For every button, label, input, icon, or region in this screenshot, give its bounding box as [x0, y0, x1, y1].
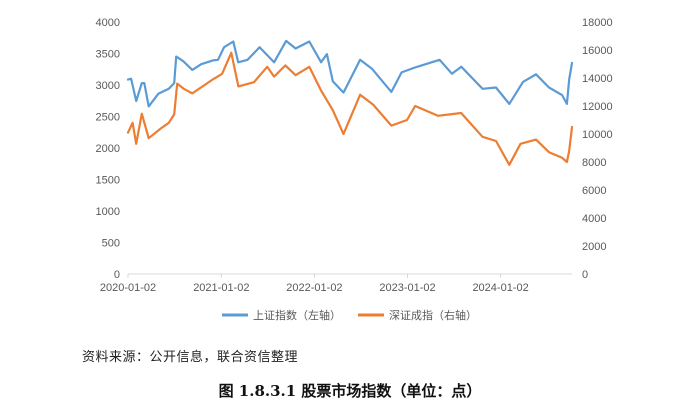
left-axis-tick-label: 500: [102, 238, 120, 250]
right-axis-tick-label: 10000: [582, 129, 613, 141]
shenzhen-component-line: [126, 51, 574, 166]
legend-label: 深证成指（右轴）: [389, 308, 477, 322]
left-y-axis: 0 500 1000 1500 2000 2500 3000 3500 4000: [96, 17, 120, 281]
x-axis: 2020-01-02 2021-01-02 2022-01-02 2023-01-02…: [100, 274, 529, 294]
right-axis-tick-label: 6000: [582, 185, 606, 197]
left-axis-tick-label: 3500: [96, 49, 120, 61]
x-axis-tick-label: 2022-01-02: [286, 282, 342, 294]
right-axis-tick-label: 16000: [582, 45, 613, 57]
right-axis-tick-label: 4000: [582, 213, 606, 225]
shanghai-composite-line: [126, 39, 574, 108]
right-axis-tick-label: 2000: [582, 241, 606, 253]
x-axis-tick-label: 2020-01-02: [100, 282, 156, 294]
stock-index-line-chart: 0 500 1000 1500 2000 2500 3000 3500 4000 0 2000 40…: [96, 17, 613, 322]
series-layer: [126, 39, 574, 166]
left-axis-tick-label: 4000: [96, 17, 120, 29]
left-axis-tick-label: 1500: [96, 175, 120, 187]
x-axis-tick-label: 2024-01-02: [472, 282, 528, 294]
left-axis-tick-label: 2500: [96, 112, 120, 124]
right-axis-tick-label: 8000: [582, 157, 606, 169]
right-axis-tick-label: 12000: [582, 101, 613, 113]
left-axis-tick-label: 3000: [96, 80, 120, 92]
left-axis-tick-label: 1000: [96, 206, 120, 218]
right-axis-tick-label: 0: [582, 269, 588, 281]
x-axis-tick-label: 2023-01-02: [379, 282, 435, 294]
source-note: 资料来源：公开信息，联合资信整理: [82, 350, 299, 365]
legend-label: 上证指数（左轴）: [253, 308, 341, 322]
figure-caption: 图 1.8.3.1 股票市场指数（单位：点）: [218, 382, 482, 400]
right-y-axis: 0 2000 4000 6000 8000 10000 12000 14000 16000 180…: [582, 17, 613, 281]
chart-legend: 上证指数（左轴） 深证成指（右轴）: [222, 308, 477, 322]
x-axis-tick-label: 2021-01-02: [193, 282, 249, 294]
right-axis-tick-label: 18000: [582, 17, 613, 29]
right-axis-tick-label: 14000: [582, 73, 613, 85]
left-axis-tick-label: 2000: [96, 143, 120, 155]
left-axis-tick-label: 0: [114, 269, 120, 281]
